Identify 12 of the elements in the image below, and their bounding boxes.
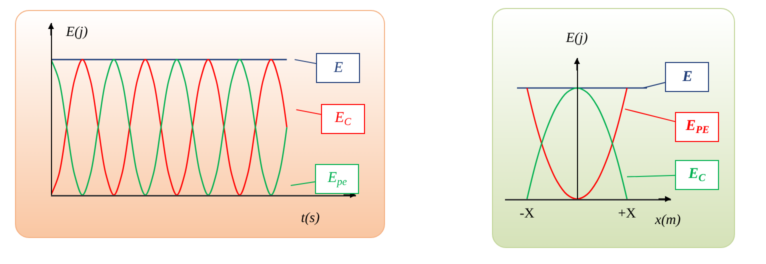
y-axis-title: E(j) <box>565 31 588 46</box>
x-axis-title: x(m) <box>654 213 681 228</box>
x-axis-title: t(s) <box>301 211 320 226</box>
x-tick-label: +X <box>618 206 636 222</box>
legend-label: E$_{C}$ <box>334 110 352 128</box>
legend-label: E$_{pe}$ <box>326 170 348 188</box>
text: E$_{PE}$ <box>684 118 710 136</box>
x-tick-label: -X <box>520 206 534 222</box>
legend-label: E <box>681 69 693 85</box>
y-axis-title: E(j) <box>65 25 88 40</box>
legend-label: E$_{C}$ <box>687 166 707 184</box>
legend-label: E <box>332 60 344 76</box>
